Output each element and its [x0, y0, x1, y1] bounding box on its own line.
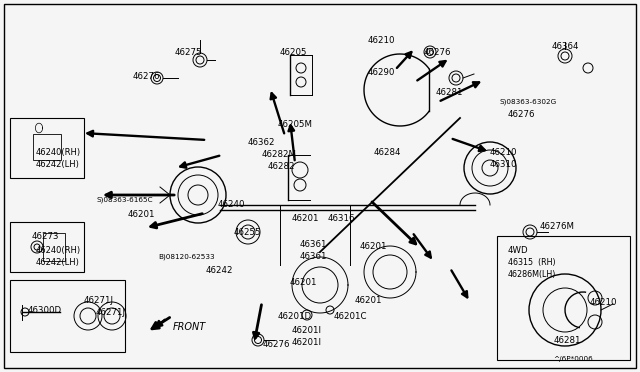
Text: B)08120-62533: B)08120-62533 — [158, 254, 214, 260]
Text: 46201D: 46201D — [278, 312, 312, 321]
Text: 46276: 46276 — [263, 340, 291, 349]
Bar — [10, 280, 125, 352]
Text: 46201C: 46201C — [334, 312, 367, 321]
Text: 46276: 46276 — [424, 48, 451, 57]
Text: 46205M: 46205M — [278, 120, 313, 129]
Text: 46362: 46362 — [248, 138, 275, 147]
Text: 46310: 46310 — [490, 160, 518, 169]
Text: 46315  (RH): 46315 (RH) — [508, 258, 556, 267]
Text: 46242(LH): 46242(LH) — [36, 258, 80, 267]
Text: 46276: 46276 — [133, 72, 161, 81]
Text: 46201: 46201 — [355, 296, 383, 305]
Text: 46210: 46210 — [590, 298, 618, 307]
Bar — [10, 222, 84, 272]
Text: 46205: 46205 — [280, 48, 307, 57]
Text: 46210: 46210 — [490, 148, 518, 157]
Text: 46201: 46201 — [360, 242, 387, 251]
Text: 46282: 46282 — [268, 162, 296, 171]
Text: 46240(RH): 46240(RH) — [36, 148, 81, 157]
Bar — [10, 118, 84, 178]
Text: 46281: 46281 — [554, 336, 582, 345]
Text: 46276M: 46276M — [540, 222, 575, 231]
Text: 46201: 46201 — [128, 210, 156, 219]
Text: 46284: 46284 — [374, 148, 401, 157]
Text: 46364: 46364 — [552, 42, 579, 51]
Text: 46300D: 46300D — [28, 306, 62, 315]
Bar — [497, 236, 630, 360]
Text: 46271J: 46271J — [96, 308, 126, 317]
Text: 46290: 46290 — [368, 68, 396, 77]
Text: 46281: 46281 — [436, 88, 463, 97]
Text: 46316: 46316 — [328, 214, 355, 223]
Text: 46201: 46201 — [292, 214, 319, 223]
Bar — [33, 134, 61, 160]
Text: FRONT: FRONT — [173, 322, 206, 332]
Text: 46242: 46242 — [206, 266, 234, 275]
Text: ^/6P*0006: ^/6P*0006 — [553, 356, 593, 362]
Text: 46271J: 46271J — [84, 296, 114, 305]
Text: 46201I: 46201I — [292, 326, 322, 335]
Text: 46210: 46210 — [368, 36, 396, 45]
Text: 46282M: 46282M — [262, 150, 297, 159]
Text: 46275: 46275 — [175, 48, 202, 57]
Text: 4WD: 4WD — [508, 246, 529, 255]
Text: 46361: 46361 — [300, 252, 328, 261]
Text: 46242(LH): 46242(LH) — [36, 160, 80, 169]
Text: 46255: 46255 — [234, 228, 262, 237]
Text: 46361: 46361 — [300, 240, 328, 249]
Text: 46240(RH): 46240(RH) — [36, 246, 81, 255]
Text: 46201I: 46201I — [292, 338, 322, 347]
Text: 46201: 46201 — [290, 278, 317, 287]
Text: S)08363-6302G: S)08363-6302G — [500, 98, 557, 105]
Text: 46240: 46240 — [218, 200, 246, 209]
Text: 46286M(LH): 46286M(LH) — [508, 270, 556, 279]
Bar — [43, 233, 65, 261]
Text: 46273: 46273 — [32, 232, 60, 241]
Text: S)08363-6165C: S)08363-6165C — [96, 196, 152, 202]
Text: 46276: 46276 — [508, 110, 536, 119]
